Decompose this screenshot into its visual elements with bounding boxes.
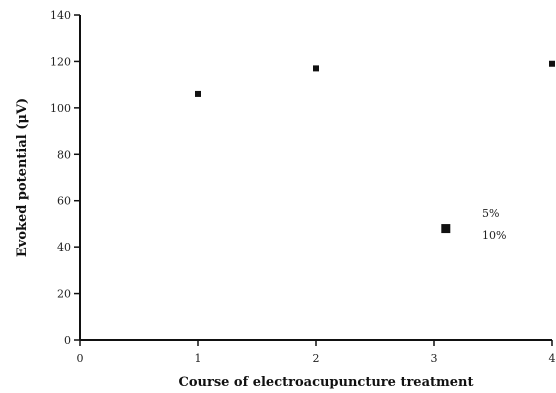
legend: 5% 10% xyxy=(482,207,506,242)
y-tick-label: 80 xyxy=(57,148,71,161)
y-tick-label: 0 xyxy=(64,334,71,347)
x-ticks: 0 1 2 3 4 xyxy=(77,340,556,365)
y-tick-label: 20 xyxy=(57,288,71,301)
data-points xyxy=(195,60,555,234)
x-tick-label: 1 xyxy=(195,352,202,365)
legend-entry: 10% xyxy=(482,229,506,242)
axes xyxy=(79,15,552,341)
data-point xyxy=(313,65,319,72)
y-ticks: 0 20 40 60 80 100 120 140 xyxy=(50,9,80,347)
x-tick-label: 2 xyxy=(313,352,320,365)
data-point xyxy=(441,224,451,234)
y-tick-label: 140 xyxy=(50,9,71,22)
x-tick-label: 4 xyxy=(549,352,556,365)
x-tick-label: 3 xyxy=(431,352,438,365)
data-point xyxy=(195,90,201,97)
y-tick-label: 40 xyxy=(57,241,71,254)
y-tick-label: 60 xyxy=(57,195,71,208)
legend-entry: 5% xyxy=(482,207,499,220)
y-axis-title: Evoked potential (μV) xyxy=(15,98,30,257)
y-tick-label: 120 xyxy=(50,55,71,68)
data-point xyxy=(549,60,555,67)
x-tick-label: 0 xyxy=(77,352,84,365)
x-axis-title: Course of electroacupuncture treatment xyxy=(179,375,474,390)
y-tick-label: 100 xyxy=(50,102,71,115)
